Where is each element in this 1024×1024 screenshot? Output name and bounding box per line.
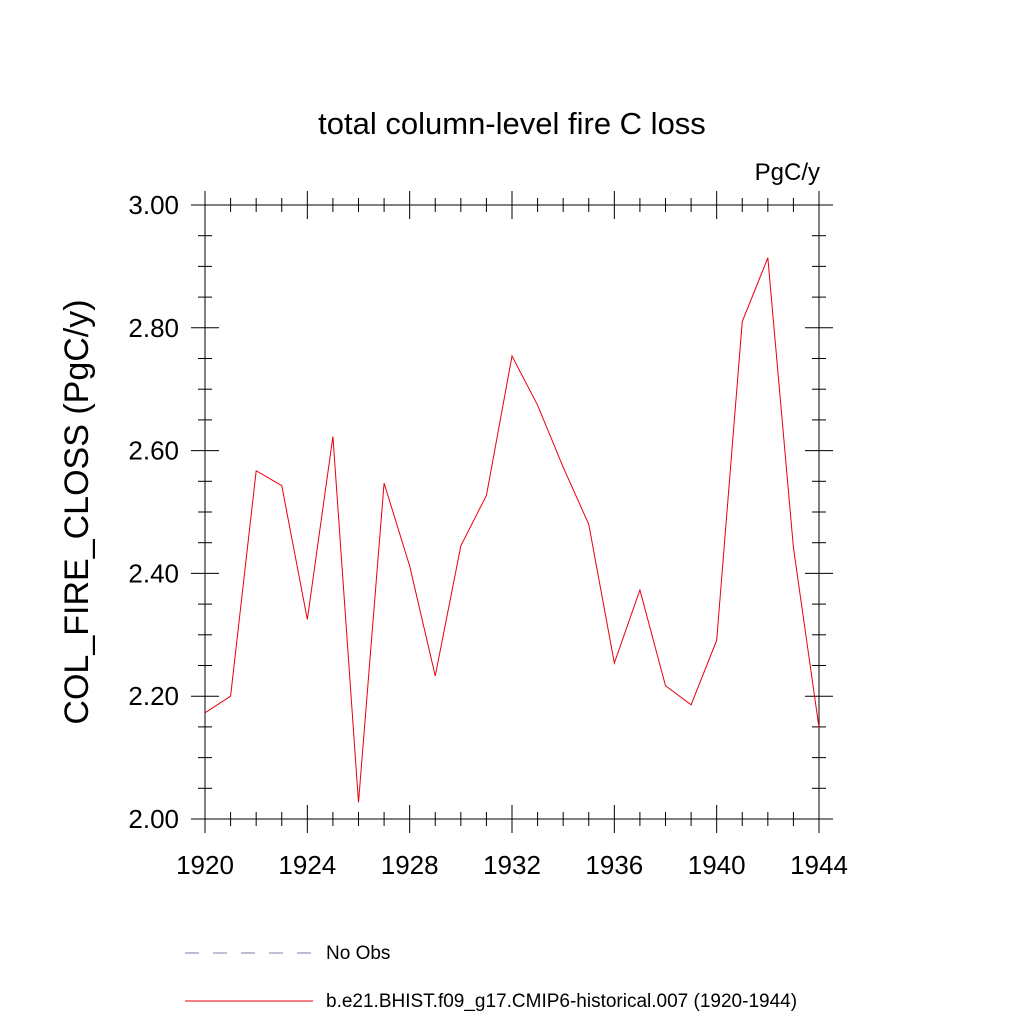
y-axis-label: COL_FIRE_CLOSS (PgC/y) <box>58 299 96 724</box>
y-tick-labels: 2.00 2.20 2.40 2.60 2.80 3.00 <box>128 190 179 834</box>
legend-historical-label: b.e21.BHIST.f09_g17.CMIP6-historical.007… <box>326 991 797 1012</box>
chart-title: total column-level fire C loss <box>318 106 706 141</box>
series-line-historical <box>204 257 820 803</box>
series-layer <box>204 257 820 803</box>
y-tick-label: 2.80 <box>128 313 179 343</box>
y-tick-label: 2.20 <box>128 681 179 711</box>
y-tick-label: 3.00 <box>128 190 179 220</box>
x-tick-label: 1944 <box>790 850 848 880</box>
x-tick-label: 1928 <box>381 850 439 880</box>
x-tick-label: 1940 <box>688 850 746 880</box>
x-tick-labels: 1920 1924 1928 1932 1936 1940 1944 <box>176 850 848 880</box>
units-label: PgC/y <box>755 159 820 186</box>
y-tick-label: 2.00 <box>128 804 179 834</box>
x-tick-label: 1936 <box>585 850 643 880</box>
x-tick-label: 1920 <box>176 850 234 880</box>
legend-no-obs-label: No Obs <box>326 943 390 964</box>
legend: No Obs b.e21.BHIST.f09_g17.CMIP6-histori… <box>185 943 797 1012</box>
x-tick-label: 1924 <box>278 850 336 880</box>
y-axis <box>191 204 833 820</box>
y-tick-label: 2.60 <box>128 436 179 466</box>
x-tick-label: 1932 <box>483 850 541 880</box>
y-tick-label: 2.40 <box>128 558 179 588</box>
